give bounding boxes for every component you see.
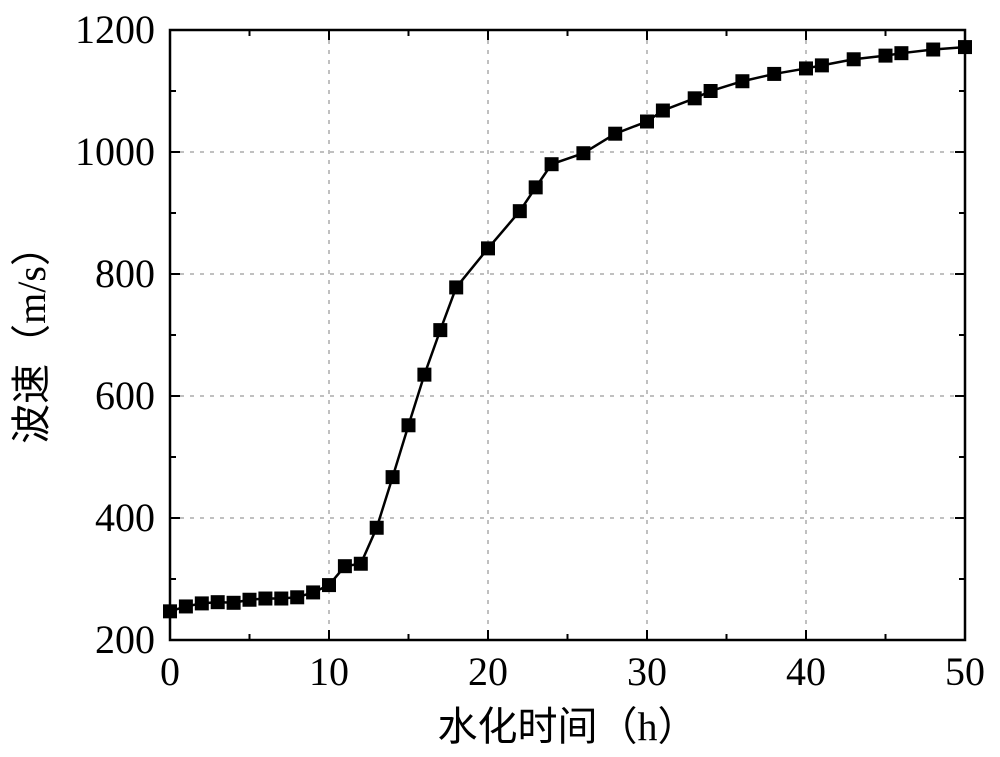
data-marker xyxy=(434,324,447,337)
data-marker xyxy=(688,92,701,105)
data-marker xyxy=(307,586,320,599)
data-marker xyxy=(370,521,383,534)
y-tick-label: 200 xyxy=(95,617,155,662)
y-tick-label: 1000 xyxy=(75,129,155,174)
data-marker xyxy=(768,67,781,80)
data-marker xyxy=(418,368,431,381)
data-marker xyxy=(609,127,622,140)
data-marker xyxy=(386,471,399,484)
data-marker xyxy=(354,557,367,570)
data-marker xyxy=(704,85,717,98)
data-marker xyxy=(211,596,224,609)
data-marker xyxy=(529,181,542,194)
data-marker xyxy=(577,147,590,160)
data-marker xyxy=(450,281,463,294)
data-marker xyxy=(195,597,208,610)
y-tick-label: 600 xyxy=(95,373,155,418)
x-tick-label: 30 xyxy=(627,649,667,694)
data-marker xyxy=(736,75,749,88)
data-marker xyxy=(338,560,351,573)
data-marker xyxy=(323,579,336,592)
x-tick-label: 50 xyxy=(945,649,985,694)
chart-container: 0 10 20 30 40 50 200 400 600 800 1000 1200 水化时间（h） 波速… xyxy=(0,0,1000,757)
y-tick-label: 1200 xyxy=(75,7,155,52)
data-marker xyxy=(227,596,240,609)
x-tick-label: 20 xyxy=(468,649,508,694)
data-marker xyxy=(927,43,940,56)
data-marker xyxy=(800,62,813,75)
y-tick-label: 400 xyxy=(95,495,155,540)
x-tick-label: 40 xyxy=(786,649,826,694)
y-tick-label: 800 xyxy=(95,251,155,296)
x-tick-label: 0 xyxy=(160,649,180,694)
data-marker xyxy=(879,49,892,62)
data-marker xyxy=(291,591,304,604)
data-marker xyxy=(402,419,415,432)
data-marker xyxy=(847,53,860,66)
data-marker xyxy=(482,242,495,255)
x-tick-label: 10 xyxy=(309,649,349,694)
data-marker xyxy=(895,47,908,60)
x-axis-label: 水化时间（h） xyxy=(438,704,698,749)
data-marker xyxy=(641,115,654,128)
data-marker xyxy=(545,158,558,171)
data-marker xyxy=(815,59,828,72)
data-marker xyxy=(243,593,256,606)
data-marker xyxy=(275,592,288,605)
data-marker xyxy=(259,592,272,605)
chart-svg: 0 10 20 30 40 50 200 400 600 800 1000 1200 水化时间（h） 波速… xyxy=(0,0,1000,757)
data-marker xyxy=(656,104,669,117)
data-marker xyxy=(513,205,526,218)
y-axis-label: 波速（m/s） xyxy=(9,226,54,444)
data-marker xyxy=(179,600,192,613)
